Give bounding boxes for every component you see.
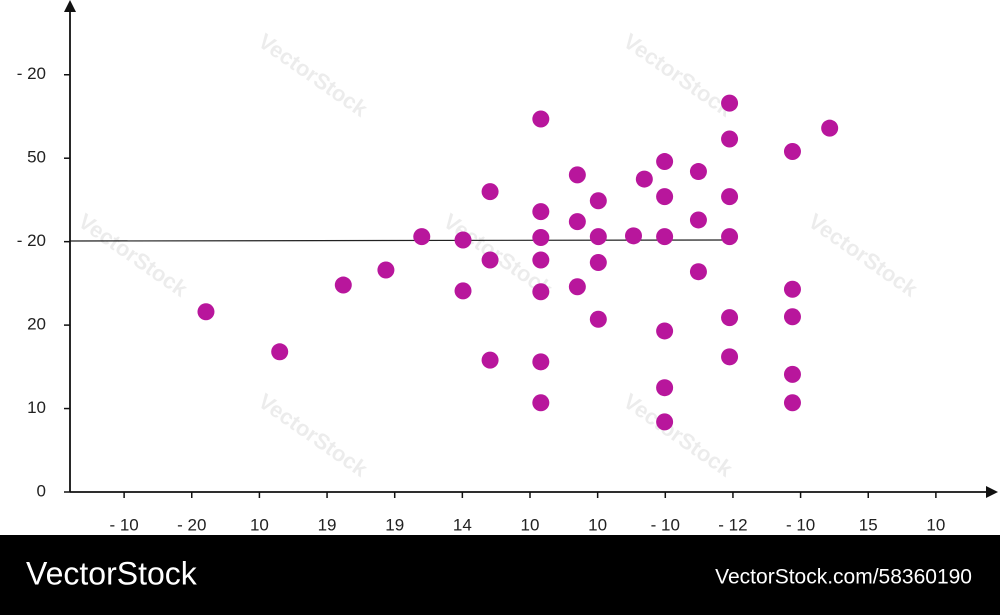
x-tick-label: 10 xyxy=(926,515,945,534)
point xyxy=(589,310,607,328)
x-tick-label: 10 xyxy=(588,515,607,534)
point xyxy=(568,213,586,231)
point xyxy=(532,110,550,128)
point xyxy=(532,251,550,269)
y-tick-label: 20 xyxy=(27,315,46,334)
point xyxy=(783,365,801,383)
point xyxy=(721,188,739,206)
point xyxy=(377,261,395,279)
point xyxy=(635,170,653,188)
x-tick-label: 19 xyxy=(318,515,337,534)
x-tick-label: 19 xyxy=(385,515,404,534)
x-tick-label: - 10 xyxy=(109,515,138,534)
point xyxy=(568,278,586,296)
point xyxy=(656,228,674,246)
point xyxy=(589,228,607,246)
point xyxy=(589,254,607,272)
point xyxy=(481,251,499,269)
x-tick-label: 10 xyxy=(250,515,269,534)
point xyxy=(197,303,215,321)
y-axis-arrow xyxy=(64,0,76,12)
footer-id: VectorStock.com/58360190 xyxy=(715,566,972,589)
point xyxy=(656,379,674,397)
point xyxy=(689,211,707,229)
x-tick-label: - 10 xyxy=(786,515,815,534)
point xyxy=(532,353,550,371)
reference-line xyxy=(69,239,731,242)
point xyxy=(721,309,739,327)
point xyxy=(783,143,801,161)
point xyxy=(721,348,739,366)
point xyxy=(568,166,586,184)
point xyxy=(532,394,550,412)
footer-bar xyxy=(0,535,1000,615)
point xyxy=(413,228,431,246)
footer-brand: VectorStock xyxy=(26,555,198,591)
x-tick-label: 14 xyxy=(453,515,472,534)
point xyxy=(481,183,499,201)
point xyxy=(656,153,674,171)
point xyxy=(821,119,839,137)
point xyxy=(532,228,550,246)
y-tick-label: - 20 xyxy=(17,231,46,250)
y-tick-label: - 20 xyxy=(17,64,46,83)
point xyxy=(656,413,674,431)
y-tick-label: 10 xyxy=(27,398,46,417)
background xyxy=(0,0,1000,535)
point xyxy=(721,228,739,246)
point xyxy=(783,394,801,412)
point xyxy=(625,227,642,245)
point xyxy=(721,130,739,148)
point xyxy=(454,282,472,300)
x-axis-arrow xyxy=(986,486,998,498)
point xyxy=(656,188,674,206)
point xyxy=(481,351,499,369)
x-tick-label: - 20 xyxy=(177,515,206,534)
point xyxy=(689,263,707,281)
point xyxy=(532,203,550,221)
point xyxy=(783,280,801,298)
x-tick-label: - 10 xyxy=(651,515,680,534)
point xyxy=(271,343,289,361)
y-tick-label: 0 xyxy=(37,481,46,500)
point xyxy=(656,322,674,340)
x-tick-label: 15 xyxy=(859,515,878,534)
point xyxy=(721,94,739,112)
point xyxy=(532,283,550,301)
point xyxy=(589,192,607,210)
point xyxy=(783,308,801,326)
x-tick-label: - 12 xyxy=(718,515,747,534)
x-tick-label: 10 xyxy=(521,515,540,534)
point xyxy=(334,276,352,294)
y-tick-label: 50 xyxy=(27,148,46,167)
point xyxy=(689,163,707,181)
point xyxy=(454,231,472,249)
